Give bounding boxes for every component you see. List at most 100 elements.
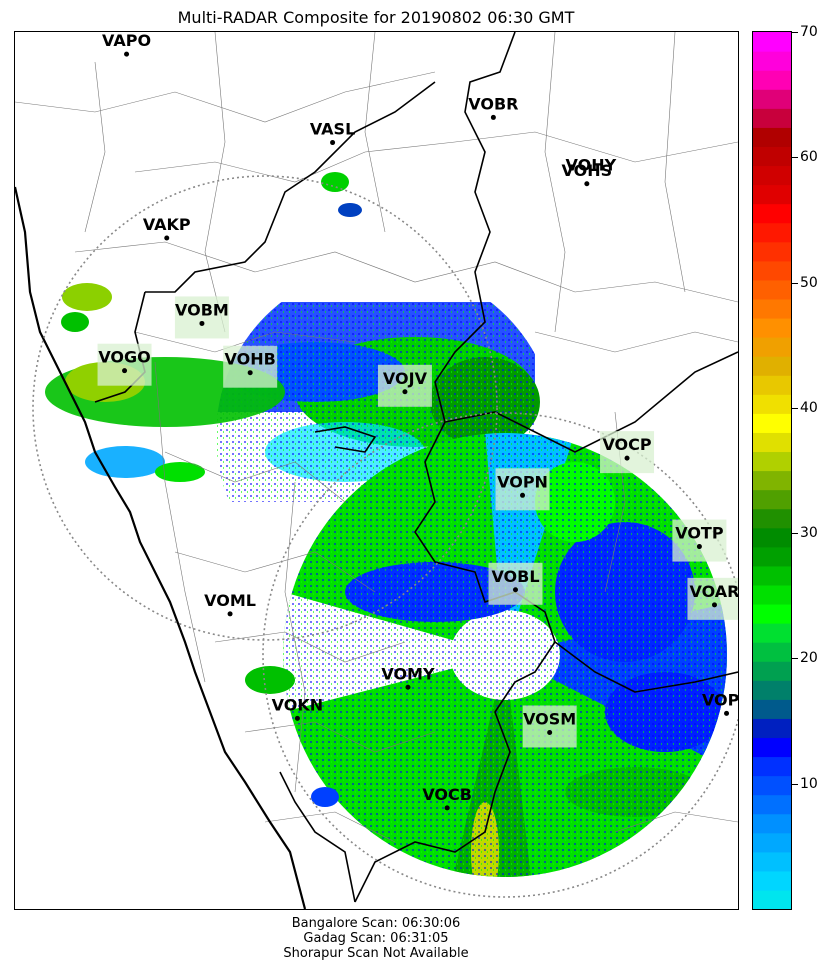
station-vopn[interactable]: VOPN [495, 468, 550, 511]
colorbar-tick-label: 10 [800, 775, 818, 792]
station-marker [227, 611, 233, 617]
station-label: VOTP [675, 524, 724, 543]
scan-status-footer: Bangalore Scan: 06:30:06 Gadag Scan: 06:… [0, 916, 752, 961]
station-marker [490, 114, 496, 120]
station-vocb[interactable]: VOCB [422, 785, 472, 811]
radar-range-rings [32, 175, 738, 898]
station-voar[interactable]: VOAR [687, 577, 738, 620]
station-vohy[interactable]: VOHY [566, 156, 617, 175]
station-label: VOCP [602, 435, 651, 454]
station-marker [547, 729, 553, 735]
colorbar-band [753, 603, 791, 624]
station-label-background [495, 468, 550, 511]
station-vakp[interactable]: VAKP [143, 215, 191, 241]
colorbar-tick-mark [792, 783, 798, 785]
station-marker [711, 602, 717, 608]
station-label: VOML [204, 591, 256, 610]
colorbar-tick-mark [792, 32, 798, 33]
station-voml[interactable]: VOML [204, 591, 256, 617]
colorbar-band [753, 184, 791, 205]
colorbar-band [753, 737, 791, 758]
station-marker [444, 805, 450, 811]
colorbar-band [753, 432, 791, 453]
colorbar-band [753, 241, 791, 262]
colorbar-tick-label: 50 [800, 274, 818, 291]
station-marker [624, 455, 630, 461]
colorbar-tick-label: 70 [800, 24, 818, 40]
colorbar-band [753, 546, 791, 567]
colorbar-band [753, 794, 791, 815]
colorbar-band [753, 718, 791, 739]
station-vokn[interactable]: VOKN [272, 695, 324, 721]
station-label: VOSM [523, 709, 576, 728]
colorbar-band [753, 489, 791, 510]
colorbar-band [753, 298, 791, 319]
colorbar-band [753, 775, 791, 796]
colorbar-band [753, 756, 791, 777]
colorbar-band [753, 375, 791, 395]
station-vobm[interactable]: VOBM [174, 296, 229, 339]
station-vopc[interactable]: VOPC [702, 690, 738, 716]
colorbar-band [753, 565, 791, 586]
station-vomy[interactable]: VOMY [381, 664, 435, 690]
station-marker [122, 368, 128, 374]
station-vobl[interactable]: VOBL [488, 562, 543, 605]
colorbar-band [753, 356, 791, 376]
colorbar-tick-mark [792, 658, 798, 660]
station-label-background [687, 577, 738, 620]
station-marker [164, 235, 170, 241]
gadag-range-ring [32, 175, 498, 641]
station-label: VOBL [491, 567, 539, 586]
bangalore-scan-time: Bangalore Scan: 06:30:06 [291, 916, 461, 931]
station-vohb[interactable]: VOHB [223, 345, 278, 388]
colorbar-band [753, 813, 791, 834]
station-label: VAPO [102, 32, 151, 50]
colorbar-band [753, 851, 791, 872]
colorbar-band [753, 508, 791, 529]
radar-composite-map[interactable]: VAPO VASL VOBR VOHY VOHS VAKP VOBM VOGO VOHB VOJV… [14, 31, 739, 910]
station-marker [294, 715, 300, 721]
colorbar-band [753, 337, 791, 357]
station-label: VOKN [272, 695, 324, 714]
colorbar-band [753, 889, 791, 909]
colorbar-tick-label: 40 [800, 399, 818, 416]
station-label: VASL [310, 120, 355, 139]
station-label: VOJV [383, 369, 428, 388]
colorbar-tick-mark [792, 407, 798, 409]
station-label-background [174, 296, 229, 339]
station-votp[interactable]: VOTP [672, 519, 727, 562]
station-label-background [522, 705, 577, 748]
colorbar-band [753, 413, 791, 433]
station-vojv[interactable]: VOJV [377, 364, 432, 407]
station-marker [724, 710, 730, 716]
colorbar-band [753, 870, 791, 891]
colorbar-tick-mark [792, 282, 798, 284]
colorbar-band [753, 146, 791, 167]
colorbar-band [753, 623, 791, 643]
station-vobr[interactable]: VOBR [468, 94, 518, 120]
colorbar-band [753, 699, 791, 719]
colorbar-tick-mark [792, 157, 798, 159]
station-vapo[interactable]: VAPO [102, 32, 151, 57]
colorbar-band [753, 661, 791, 681]
colorbar-band [753, 222, 791, 243]
station-marker [402, 389, 408, 395]
colorbar-band [753, 260, 791, 281]
colorbar-band [753, 127, 791, 147]
colorbar-band [753, 32, 791, 52]
station-marker [247, 370, 253, 376]
colorbar-band [753, 203, 791, 224]
station-vocp[interactable]: VOCP [600, 431, 655, 474]
station-label: VOPC [702, 690, 738, 709]
station-label: VOPN [497, 472, 548, 491]
station-label: VOHB [225, 350, 276, 369]
station-vasl[interactable]: VASL [310, 120, 355, 146]
colorbar-band [753, 165, 791, 186]
station-vohs[interactable]: VOHS [562, 161, 613, 187]
station-marker [696, 544, 702, 550]
station-label-background [223, 345, 278, 388]
colorbar-tick-label: 30 [800, 525, 818, 542]
station-vosm[interactable]: VOSM [522, 705, 577, 748]
station-vogo[interactable]: VOGO [97, 343, 152, 386]
station-label: VOCB [422, 785, 472, 804]
